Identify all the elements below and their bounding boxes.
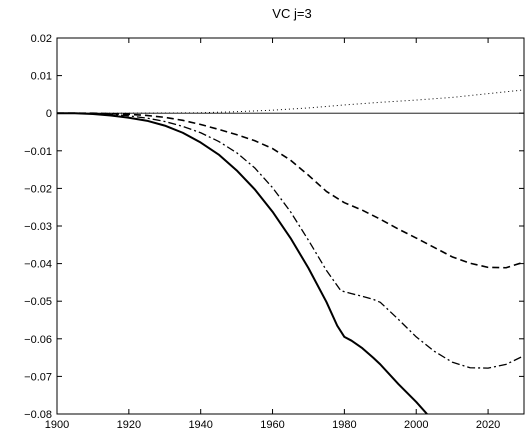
y-tick-label: 0.01 [31,71,52,83]
series-line-solid [57,112,428,414]
x-tick-label: 2000 [404,419,428,431]
plot-frame [56,37,525,415]
x-tick-label: 2020 [476,419,500,431]
series-line-dashed [57,112,524,269]
y-tick-label: 0 [46,108,52,120]
x-tick-label: 1980 [332,419,356,431]
y-tick-label: −0.03 [24,221,52,233]
y-tick-label: −0.06 [24,334,52,346]
series-line-dash-dot [57,112,524,369]
y-tick-label: −0.01 [24,146,52,158]
series-line-dotted [57,89,524,114]
x-tick-label: 1960 [260,419,284,431]
x-tick-label: 1900 [45,419,69,431]
y-tick-label: −0.05 [24,296,52,308]
x-tick-label: 1940 [188,419,212,431]
x-tick-label: 1920 [117,419,141,431]
y-tick-label: −0.02 [24,183,52,195]
y-tick-label: −0.07 [24,371,52,383]
chart-title: VC j=3 [272,6,311,21]
plot-area: 1900 1920 1940 1960 1980 2000 2020 0.02 0.01 0 −0.… [24,33,525,431]
y-tick-label: −0.04 [24,259,52,271]
y-tick-label: 0.02 [31,33,52,45]
y-tick-label: −0.08 [24,409,52,421]
